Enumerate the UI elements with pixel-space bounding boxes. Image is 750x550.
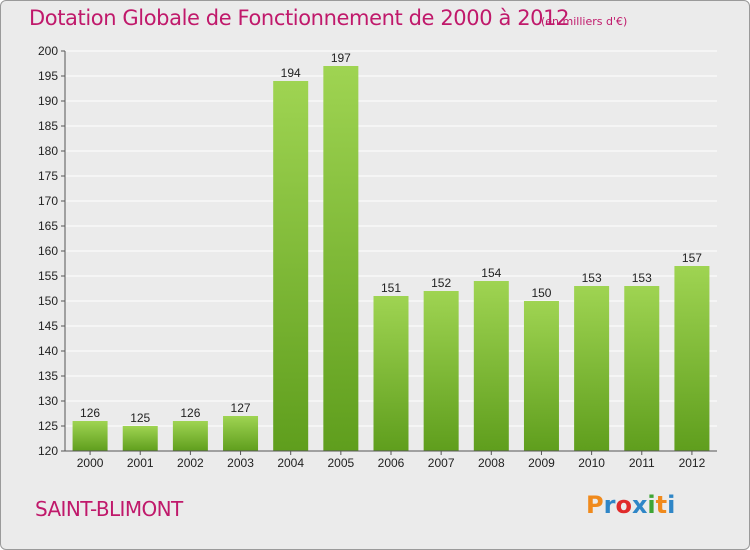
bar-2004 — [273, 81, 309, 451]
chart-title: Dotation Globale de Fonctionnement de 20… — [29, 6, 570, 30]
bar-2002 — [172, 421, 208, 451]
data-label-2005: 197 — [331, 51, 351, 65]
data-label-2002: 126 — [180, 406, 200, 420]
x-tick-label: 2009 — [528, 456, 555, 470]
y-tick-label: 165 — [38, 219, 58, 233]
chart-unit-label: (en milliers d'€) — [541, 15, 628, 28]
data-label-2012: 157 — [682, 251, 702, 265]
y-tick-label: 130 — [38, 394, 58, 408]
y-tick-label: 145 — [38, 319, 58, 333]
data-labels: 126 125 126 127 194 197 151 152 154 150 153 153 157 — [80, 51, 702, 425]
y-tick-label: 170 — [38, 194, 58, 208]
data-label-2008: 154 — [481, 266, 501, 280]
logo-letter: x — [631, 491, 648, 519]
x-axis-ticks: 2000 2001 2002 2003 2004 2005 2006 2007 2008 2009… — [77, 451, 706, 470]
data-label-2007: 152 — [431, 276, 451, 290]
bar-2000 — [72, 421, 108, 451]
bar-2001 — [122, 426, 158, 451]
bar-2006 — [373, 296, 409, 451]
x-tick-label: 2003 — [227, 456, 254, 470]
bar-2009 — [523, 301, 559, 451]
y-tick-label: 195 — [38, 69, 58, 83]
data-label-2006: 151 — [381, 281, 401, 295]
data-label-2004: 194 — [281, 66, 301, 80]
logo-letter: r — [603, 491, 616, 519]
y-tick-label: 190 — [38, 94, 58, 108]
data-label-2003: 127 — [231, 401, 251, 415]
y-tick-label: 200 — [38, 44, 58, 58]
data-label-2009: 150 — [531, 286, 551, 300]
x-tick-label: 2000 — [77, 456, 104, 470]
logo-letter: P — [586, 491, 604, 519]
y-tick-label: 180 — [38, 144, 58, 158]
bar-2010 — [574, 286, 610, 451]
x-tick-label: 2002 — [177, 456, 204, 470]
x-tick-label: 2005 — [327, 456, 354, 470]
y-tick-label: 125 — [38, 419, 58, 433]
y-tick-label: 135 — [38, 369, 58, 383]
logo-letter: o — [615, 491, 632, 519]
bar-2003 — [223, 416, 259, 451]
data-label-2000: 126 — [80, 406, 100, 420]
y-tick-label: 155 — [38, 269, 58, 283]
x-tick-label: 2008 — [478, 456, 505, 470]
data-label-2010: 153 — [582, 271, 602, 285]
x-tick-label: 2007 — [428, 456, 455, 470]
x-tick-label: 2011 — [629, 456, 655, 470]
y-tick-label: 140 — [38, 344, 58, 358]
y-tick-label: 185 — [38, 119, 58, 133]
y-tick-label: 150 — [38, 294, 58, 308]
x-tick-label: 2004 — [277, 456, 304, 470]
bars — [72, 66, 710, 451]
x-tick-label: 2010 — [578, 456, 605, 470]
y-tick-label: 160 — [38, 244, 58, 258]
bar-2005 — [323, 66, 359, 451]
proxiti-logo: Proxiti — [586, 491, 675, 519]
y-tick-label: 175 — [38, 169, 58, 183]
y-axis-ticks: 120 125 130 135 140 145 150 155 160 165 170 175 180 1… — [38, 44, 65, 458]
logo-letter: t — [655, 491, 668, 519]
bar-2011 — [624, 286, 660, 451]
logo-letter: i — [647, 491, 656, 519]
x-tick-label: 2012 — [679, 456, 706, 470]
x-tick-label: 2006 — [378, 456, 405, 470]
bar-2007 — [423, 291, 459, 451]
data-label-2001: 125 — [130, 411, 150, 425]
data-label-2011: 153 — [632, 271, 652, 285]
x-tick-label: 2001 — [127, 456, 154, 470]
y-tick-label: 120 — [38, 444, 58, 458]
bar-2008 — [473, 281, 509, 451]
bar-2012 — [674, 266, 710, 451]
commune-name: SAINT-BLIMONT — [35, 497, 183, 521]
logo-letter: i — [667, 491, 676, 519]
